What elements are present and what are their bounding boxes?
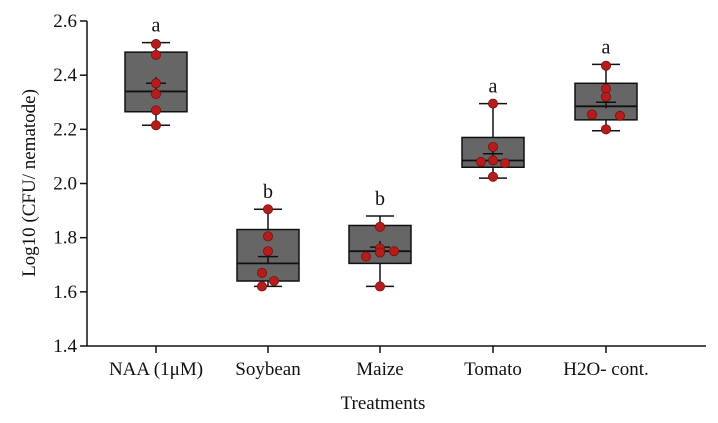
data-point <box>487 98 498 109</box>
x-category-label: H2O- cont. <box>563 359 648 380</box>
x-category-label: Tomato <box>464 359 522 380</box>
x-category-label: Soybean <box>235 359 301 380</box>
data-point <box>374 247 385 258</box>
x-axis-title: Treatments <box>341 393 426 414</box>
data-point <box>475 156 486 167</box>
data-point <box>256 267 267 278</box>
data-point <box>487 171 498 182</box>
data-point <box>615 110 626 121</box>
data-point <box>388 246 399 257</box>
data-point <box>268 275 279 286</box>
x-category-label: Maize <box>356 359 403 380</box>
data-point <box>587 109 598 120</box>
box-group: a <box>461 76 525 182</box>
data-point <box>374 221 385 232</box>
data-point <box>487 141 498 152</box>
y-tick-label: 2.4 <box>53 65 77 86</box>
box-plot-groups: a b b a a <box>124 15 638 292</box>
box-group: b <box>236 181 300 292</box>
data-point <box>374 281 385 292</box>
data-point <box>601 91 612 102</box>
data-point <box>262 204 273 215</box>
data-point <box>150 105 161 116</box>
x-category-label: NAA (1μM) <box>109 359 203 380</box>
box-group: a <box>124 15 188 131</box>
data-point <box>487 155 498 166</box>
data-point <box>256 281 267 292</box>
data-point <box>601 124 612 135</box>
significance-letter: a <box>489 76 498 98</box>
data-point <box>262 231 273 242</box>
y-tick-label: 2.0 <box>53 174 77 195</box>
data-point <box>150 89 161 100</box>
significance-letter: b <box>375 188 385 210</box>
data-point <box>262 246 273 257</box>
data-point <box>150 39 161 50</box>
significance-letter: b <box>263 181 273 203</box>
data-point <box>601 60 612 71</box>
data-point <box>150 78 161 89</box>
y-tick-label: 1.4 <box>53 336 77 357</box>
data-point <box>150 120 161 131</box>
significance-letter: a <box>152 15 161 37</box>
data-point <box>360 251 371 262</box>
y-tick-label: 1.6 <box>53 282 77 303</box>
y-axis-title: Log10 (CFU/ nematode) <box>19 89 40 277</box>
y-tick-label: 2.6 <box>53 11 77 32</box>
data-point <box>150 49 161 60</box>
box-group: a <box>574 36 638 135</box>
axes: 1.4 1.6 1.8 2.0 2.2 2.4 2.6 NAA (1μM) Soybean Mai… <box>53 11 706 380</box>
box-group: b <box>348 188 412 292</box>
y-tick-label: 1.8 <box>53 228 77 249</box>
data-point <box>499 158 510 169</box>
y-tick-label: 2.2 <box>53 119 77 140</box>
significance-letter: a <box>602 36 611 58</box>
